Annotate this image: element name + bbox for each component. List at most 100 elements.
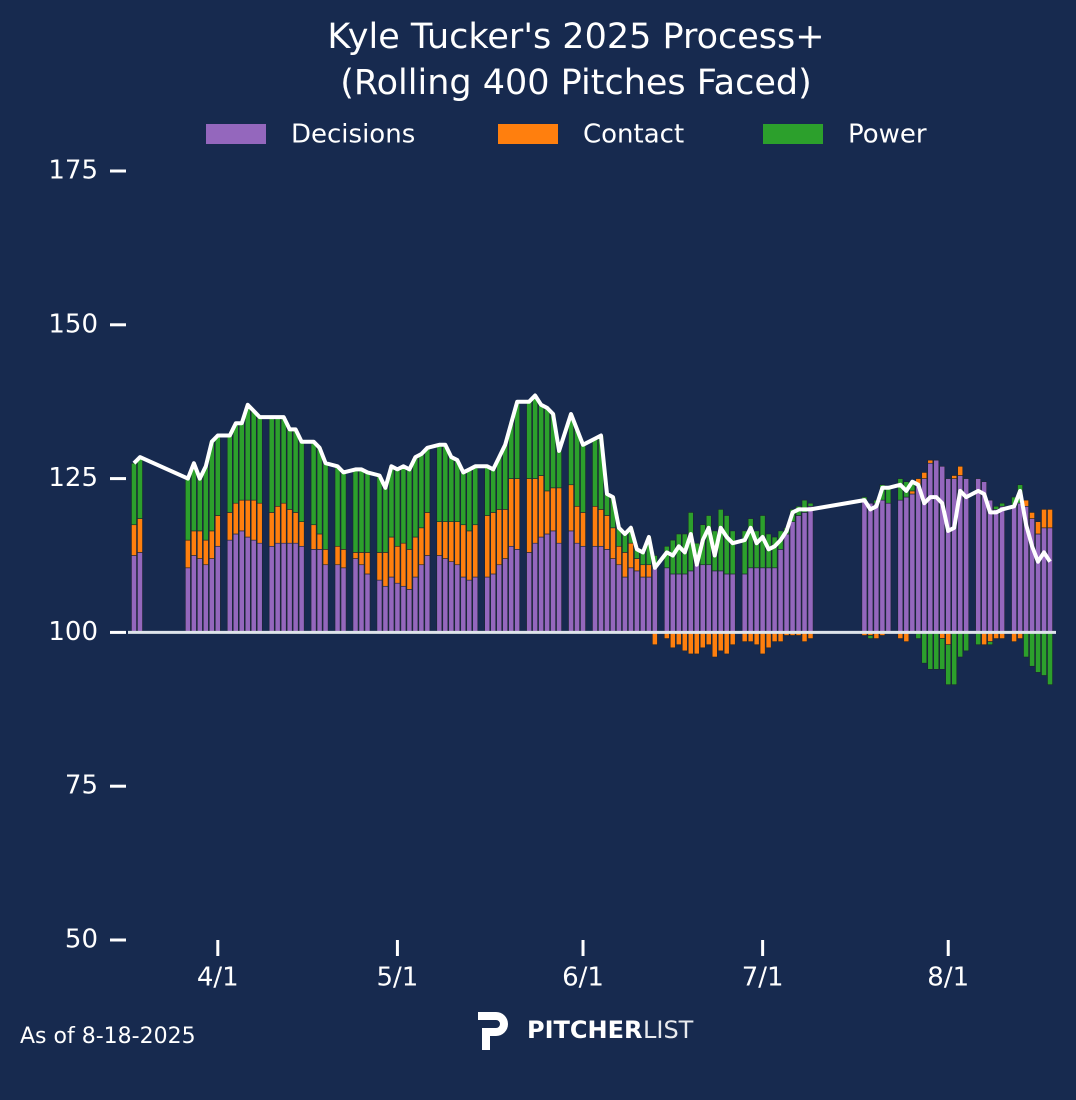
bar-segment (436, 555, 443, 633)
bar-segment (699, 632, 706, 649)
bar-segment (903, 496, 910, 633)
bar-segment (879, 499, 886, 633)
bar-segment (274, 505, 281, 544)
bar-segment (340, 549, 347, 569)
bar-segment (238, 530, 245, 633)
legend-swatch (498, 124, 558, 144)
bar-segment (945, 478, 952, 633)
bar-segment (202, 539, 209, 566)
y-tick-label: 75 (65, 771, 98, 801)
bar-segment (717, 632, 724, 652)
bar-segment (765, 632, 772, 649)
bar-segment (214, 435, 221, 516)
bar-segment (472, 465, 479, 526)
bar-segment (1047, 509, 1053, 529)
bar-segment (628, 567, 634, 633)
y-tick-label: 150 (48, 309, 98, 339)
bar-segment (412, 576, 419, 633)
bar-segment (232, 502, 239, 535)
bar-segment (514, 549, 521, 633)
bar-segment (1029, 512, 1035, 519)
bar-segment (208, 558, 215, 633)
bar-segment (963, 478, 970, 633)
bar-segment (933, 632, 940, 670)
bar-segment (250, 539, 257, 633)
bar-segment (526, 478, 532, 553)
bar-segment (580, 545, 586, 633)
bar-segment (352, 469, 359, 553)
bar-segment (885, 487, 892, 504)
chart-title: Kyle Tucker's 2025 Process+ (327, 17, 824, 57)
legend-label: Power (848, 120, 927, 150)
bar-segment (526, 552, 532, 633)
bar-segment (723, 573, 730, 633)
bar-segment (358, 552, 365, 566)
bar-segment (191, 555, 197, 633)
bar-segment (232, 533, 239, 633)
bar-segment (544, 407, 550, 492)
bar-segment (622, 533, 628, 553)
bar-segment (963, 632, 970, 652)
bar-segment (675, 632, 682, 646)
bar-segment (592, 438, 598, 507)
bar-segment (783, 533, 790, 633)
bar-segment (226, 539, 233, 633)
bar-segment (185, 539, 191, 569)
bar-segment (915, 484, 922, 633)
bar-segment (340, 567, 347, 633)
bar-segment (771, 567, 778, 633)
bar-segment (634, 570, 640, 633)
bar-segment (286, 429, 293, 510)
bar-segment (412, 536, 419, 578)
bar-segment (747, 518, 754, 569)
bar-segment (298, 521, 305, 547)
bar-segment (538, 475, 544, 538)
bar-segment (137, 456, 143, 519)
bar-segment (538, 404, 544, 476)
bar-segment (244, 404, 251, 501)
bar-segment (1041, 509, 1047, 529)
bar-segment (454, 521, 461, 566)
bar-segment (406, 589, 413, 633)
footnote: As of 8-18-2025 (20, 1024, 196, 1049)
bar-segment (945, 644, 952, 685)
bar-segment (256, 502, 263, 544)
bar-segment (753, 632, 760, 646)
bar-segment (454, 564, 461, 633)
bar-segment (185, 567, 191, 633)
bar-segment (568, 484, 574, 532)
bar-segment (873, 502, 880, 633)
bar-segment (1047, 632, 1053, 685)
bar-segment (508, 478, 515, 547)
x-tick-label: 8/1 (927, 963, 969, 993)
bar-segment (226, 512, 233, 541)
bar-segment (466, 530, 473, 581)
bar-segment (340, 472, 347, 550)
bar-segment (191, 530, 197, 556)
bar-segment (652, 567, 658, 633)
bar-segment (268, 416, 275, 513)
bar-segment (394, 582, 401, 633)
bar-segment (675, 533, 682, 575)
bar-segment (418, 453, 425, 529)
bar-segment (364, 472, 371, 553)
bar-segment (681, 573, 688, 633)
bar-segment (484, 465, 491, 516)
bar-segment (909, 493, 916, 633)
bar-segment (412, 456, 419, 538)
bar-segment (610, 527, 616, 559)
bar-segment (334, 465, 341, 547)
bar-segment (604, 515, 610, 550)
bar-segment (610, 558, 616, 633)
bar-segment (334, 564, 341, 633)
bar-segment (999, 505, 1005, 633)
bar-segment (861, 499, 868, 633)
bar-segment (514, 478, 521, 550)
bar-segment (556, 487, 562, 544)
bar-segment (358, 564, 365, 633)
bar-segment (1035, 632, 1041, 673)
bar-segment (1023, 632, 1029, 658)
bar-segment (214, 515, 221, 547)
logo-text: PITCHER (527, 1016, 642, 1044)
legend: Decisions Contact Power (206, 120, 927, 150)
